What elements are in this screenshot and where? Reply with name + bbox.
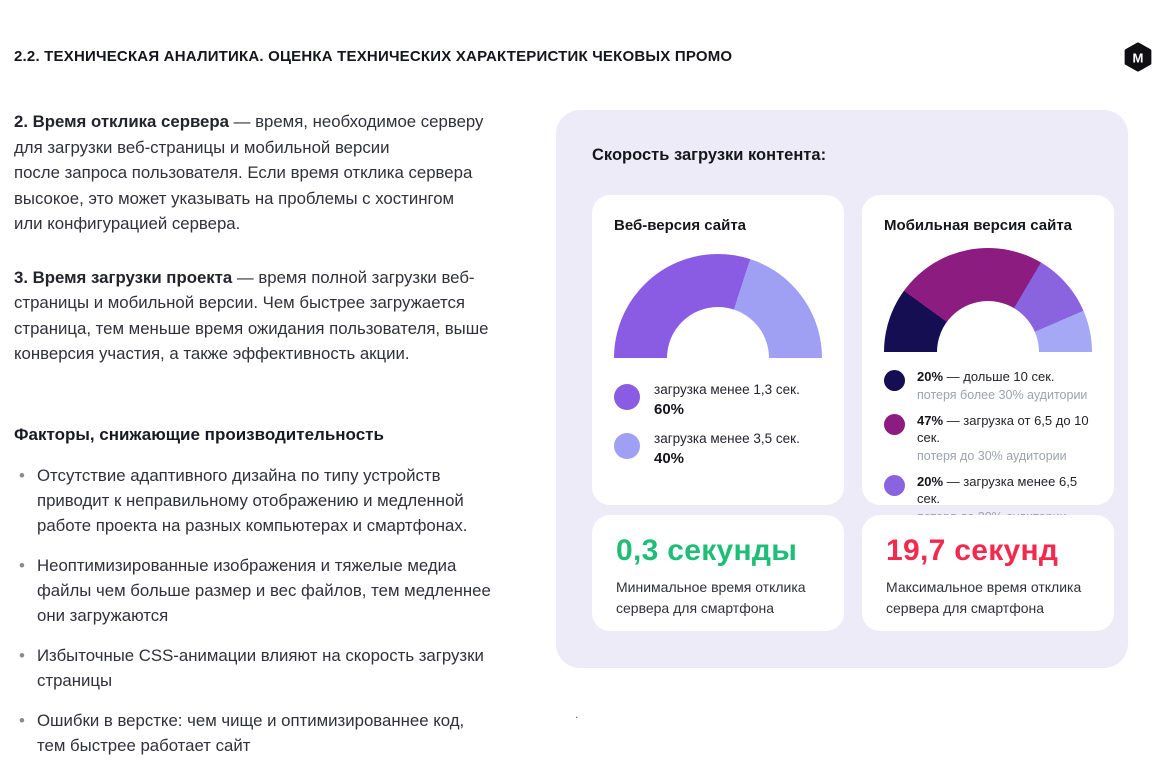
- paragraph-load-time: 3. Время загрузки проекта — время полной…: [14, 265, 504, 367]
- legend-value: 60%: [654, 401, 685, 418]
- min-response-card: 0,3 секунды Минимальное время отклика се…: [592, 515, 844, 631]
- left-text-column: 2. Время отклика сервера — время, необхо…: [14, 109, 504, 773]
- legend-color-dot: [884, 475, 905, 496]
- legend-note: потеря более 30% аудитории: [917, 388, 1088, 402]
- legend-label: — загрузка от 6,5 до 10 сек.: [917, 413, 1089, 445]
- list-item: Отсутствие адаптивного дизайна по типу у…: [14, 463, 504, 538]
- legend-label: загрузка менее 3,5 сек.: [654, 431, 800, 446]
- content-speed-panel: Скорость загрузки контента: Веб-версия с…: [556, 110, 1128, 668]
- legend-line: 20% — дольше 10 сек.: [917, 368, 1087, 385]
- min-response-value: 0,3 секунды: [616, 534, 798, 567]
- legend-color-dot: [614, 433, 640, 459]
- web-version-card: Веб-версия сайта загрузка менее 1,3 сек.…: [592, 195, 844, 505]
- factors-heading: Факторы, снижающие производительность: [14, 424, 384, 444]
- list-item-text: Отсутствие адаптивного дизайна по типу у…: [37, 465, 468, 535]
- panel-title: Скорость загрузки контента:: [592, 146, 827, 164]
- factors-list: Отсутствие адаптивного дизайна по типу у…: [14, 463, 504, 758]
- list-item: Ошибки в верстке: чем чище и оптимизиров…: [14, 708, 504, 758]
- legend-text: загрузка менее 3,5 сек. 40%: [654, 431, 800, 467]
- max-response-card: 19,7 секунд Максимальное время отклика с…: [862, 515, 1114, 631]
- legend-text: 47% — загрузка от 6,5 до 10 сек. потеря …: [917, 412, 1092, 464]
- legend-note: потеря до 30% аудитории: [917, 449, 1067, 463]
- legend-color-dot: [884, 414, 905, 435]
- web-chart-title: Веб-версия сайта: [614, 217, 747, 234]
- paragraph-body: — время, необходимое серверу для загрузк…: [14, 112, 484, 233]
- list-item-text: Избыточные CSS-анимации влияют на скорос…: [37, 645, 484, 690]
- brand-logo: M: [1123, 42, 1153, 72]
- logo-letter: M: [1133, 50, 1144, 65]
- list-item: Избыточные CSS-анимации влияют на скорос…: [14, 643, 504, 693]
- page-title: 2.2. ТЕХНИЧЕСКАЯ АНАЛИТИКА. ОЦЕНКА ТЕХНИ…: [14, 48, 733, 65]
- web-donut-chart: [614, 254, 822, 358]
- hexagon-logo-icon: M: [1124, 42, 1152, 72]
- web-chart-legend: загрузка менее 1,3 сек. 60% загрузка мен…: [614, 382, 822, 467]
- max-response-description: Максимальное время отклика сервера для с…: [886, 579, 1082, 616]
- cards-grid: Веб-версия сайта загрузка менее 1,3 сек.…: [592, 195, 1114, 631]
- paragraph-server-response: 2. Время отклика сервера — время, необхо…: [14, 109, 504, 237]
- mobile-version-card: Мобильная версия сайта 20% — дольше 10 с…: [862, 195, 1114, 567]
- legend-label: — загрузка менее 6,5 сек.: [917, 474, 1078, 506]
- legend-label: загрузка менее 1,3 сек.: [654, 382, 800, 397]
- legend-line: 47% — загрузка от 6,5 до 10 сек.: [917, 412, 1092, 446]
- paragraph-lead: 2. Время отклика сервера: [14, 112, 229, 131]
- legend-text: загрузка менее 1,3 сек. 60%: [654, 382, 800, 418]
- legend-item: 20% — дольше 10 сек. потеря более 30% ау…: [884, 368, 1092, 403]
- max-response-value: 19,7 секунд: [886, 534, 1059, 567]
- paragraph-lead: 3. Время загрузки проекта: [14, 267, 233, 287]
- legend-text: 20% — дольше 10 сек. потеря более 30% ау…: [917, 368, 1087, 403]
- legend-label: — дольше 10 сек.: [946, 369, 1055, 384]
- legend-item: загрузка менее 3,5 сек. 40%: [614, 431, 822, 467]
- paragraph-body: — время полной загрузки веб- страницы и …: [14, 267, 489, 364]
- legend-line: 20% — загрузка менее 6,5 сек.: [917, 473, 1092, 507]
- min-response-description: Минимальное время отклика сервера для см…: [616, 579, 806, 616]
- mobile-chart-title: Мобильная версия сайта: [884, 217, 1073, 234]
- list-item-text: Неоптимизированные изображения и тяжелые…: [37, 555, 491, 625]
- legend-item: 47% — загрузка от 6,5 до 10 сек. потеря …: [884, 412, 1092, 464]
- list-item: Неоптимизированные изображения и тяжелые…: [14, 553, 504, 628]
- legend-value: 47%: [917, 413, 944, 428]
- legend-color-dot: [884, 370, 905, 391]
- footnote-mark: .: [575, 707, 579, 721]
- mobile-donut-chart: [884, 248, 1092, 352]
- list-item-text: Ошибки в верстке: чем чище и оптимизиров…: [37, 710, 465, 755]
- legend-item: загрузка менее 1,3 сек. 60%: [614, 382, 822, 418]
- legend-color-dot: [614, 384, 640, 410]
- legend-value: 20%: [917, 474, 944, 489]
- legend-value: 20%: [917, 369, 944, 384]
- legend-value: 40%: [654, 450, 685, 467]
